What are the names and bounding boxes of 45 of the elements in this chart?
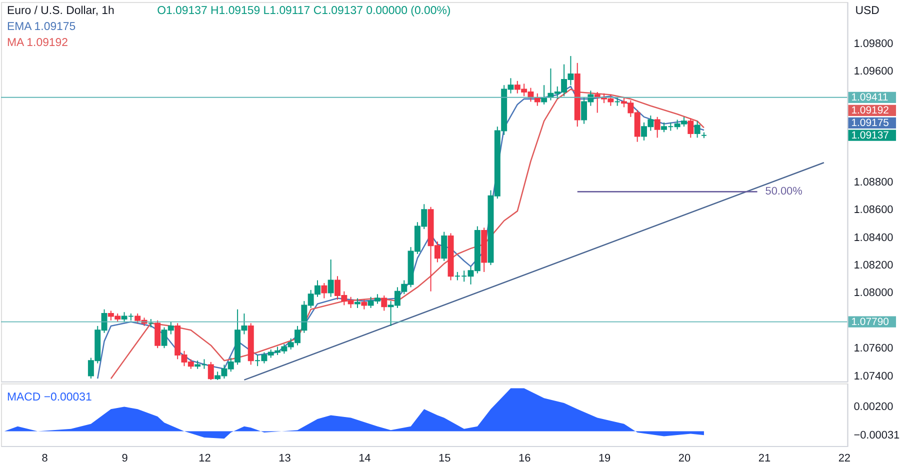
candlestick: [688, 118, 694, 138]
y-tick-label: 1.07400: [854, 370, 894, 382]
candlestick: [208, 361, 214, 380]
y-tick-label: 1.09800: [854, 38, 894, 50]
x-tick-label: 13: [278, 452, 291, 464]
ref-line-label: 1.07790: [851, 316, 890, 328]
text: 1.09137: [851, 130, 889, 142]
chart-title: Euro / U.S. Dollar, 1h: [6, 4, 114, 17]
candlestick: [381, 295, 388, 312]
y-tick-label: 1.08000: [854, 287, 894, 300]
ref-line-label: 1.09411: [851, 92, 888, 104]
text: 1.09192: [851, 105, 890, 116]
candlestick: [441, 231, 448, 262]
y-tick-label: 1.08800: [854, 176, 894, 188]
candlestick: [154, 320, 161, 349]
x-tick-label: 22: [838, 452, 850, 464]
y-tick-label: 1.08600: [854, 204, 894, 216]
x-tick-label: 20: [678, 452, 691, 464]
x-tick-label: 21: [758, 452, 771, 464]
text: 1.09175: [851, 118, 890, 129]
candlestick: [694, 120, 700, 138]
candlestick: [361, 299, 368, 310]
x-tick-label: 14: [358, 452, 371, 464]
x-tick-label: 15: [438, 452, 451, 464]
y-axis-title: USD: [855, 4, 880, 17]
x-tick-label: 16: [518, 452, 531, 464]
y-tick-label: 1.09600: [854, 66, 894, 78]
x-tick-label: 8: [42, 452, 48, 464]
candlestick: [654, 116, 660, 138]
y-tick-label: −0.00031: [854, 430, 900, 442]
text: MA 1.09192: [6, 36, 68, 49]
y-tick-label: 0.00200: [854, 401, 894, 414]
annotation: 50.00%: [765, 186, 803, 198]
chart-subtitle: O1.09137 H1.09159 L1.09117 C1.09137 0.00000 (0.00%): [157, 4, 451, 17]
series-label: MACD −0.00031: [6, 391, 92, 404]
x-tick-label: 19: [598, 452, 611, 464]
text: EMA 1.09175: [6, 20, 76, 33]
x-tick-label: 12: [198, 452, 211, 464]
candlestick: [328, 259, 334, 298]
candlestick: [321, 282, 328, 299]
candlestick: [354, 298, 360, 308]
y-tick-label: 1.08400: [854, 232, 894, 244]
y-tick-label: 1.07600: [854, 342, 894, 355]
y-tick-label: 1.08200: [854, 260, 894, 272]
x-tick-label: 9: [122, 452, 128, 464]
